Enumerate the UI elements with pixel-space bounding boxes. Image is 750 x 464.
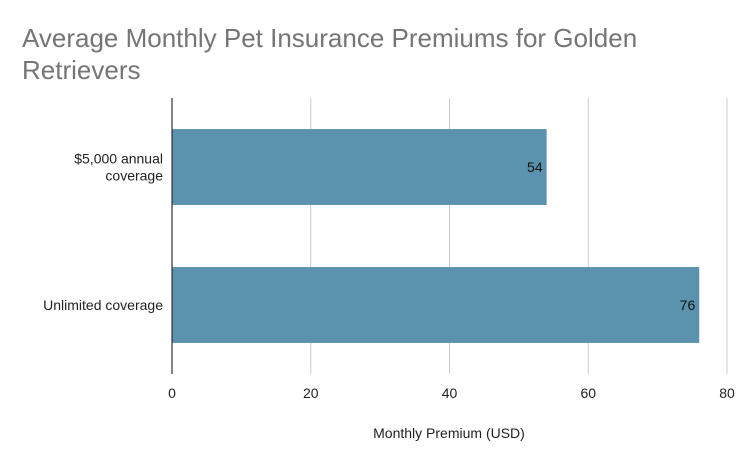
data-label: 76 (680, 297, 696, 313)
data-labels: 54 76 (527, 159, 695, 313)
x-tick-labels: 0 20 40 60 80 (168, 385, 735, 401)
data-label: 54 (527, 159, 543, 175)
x-tick-label: 80 (719, 385, 735, 401)
x-tick-label: 20 (303, 385, 319, 401)
bar (172, 129, 547, 205)
category-labels: $5,000 annual coverage Unlimited coverage (43, 151, 163, 314)
chart-title: Average Monthly Pet Insurance Premiums f… (22, 23, 638, 85)
bar (172, 267, 700, 343)
category-label: Unlimited coverage (43, 297, 163, 313)
x-axis-title: Monthly Premium (USD) (373, 425, 525, 441)
x-tick-label: 0 (168, 385, 176, 401)
bars (172, 129, 700, 343)
x-tick-label: 60 (580, 385, 596, 401)
x-tick-label: 40 (442, 385, 458, 401)
category-label: $5,000 annual coverage (74, 151, 163, 184)
